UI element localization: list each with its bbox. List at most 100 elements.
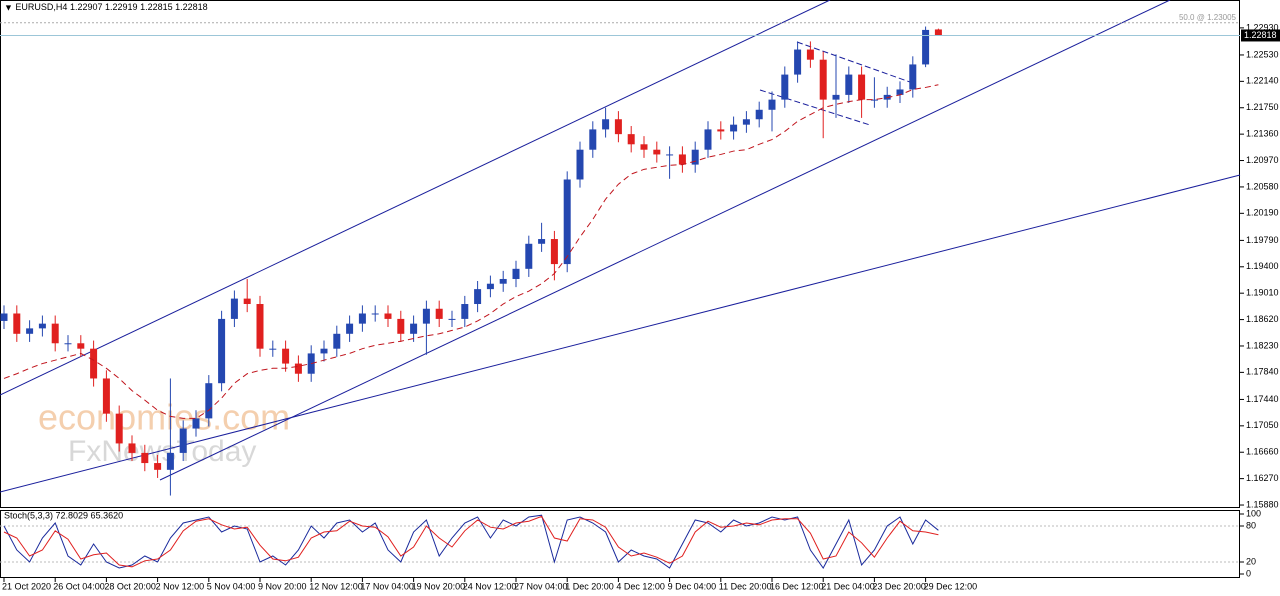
- x-tick-label: 12 Nov 12:00: [309, 581, 363, 591]
- x-tick-label: 24 Nov 12:00: [463, 581, 517, 591]
- y-tick-label: 1.18620: [1246, 314, 1279, 324]
- candle-body: [819, 59, 827, 100]
- candle-body: [282, 348, 290, 364]
- candle-body: [563, 179, 571, 265]
- stoch-line: [3, 515, 939, 568]
- candle-body: [384, 313, 392, 319]
- candle-body: [461, 304, 469, 319]
- candle-body: [781, 74, 789, 100]
- y-tick-label: 1.16270: [1246, 473, 1279, 483]
- flag-line: [759, 89, 871, 126]
- candle-body: [0, 313, 8, 321]
- x-tick-label: 28 Oct 20:00: [104, 581, 156, 591]
- candle-body: [806, 49, 814, 60]
- candle-body: [371, 313, 379, 315]
- candle-body: [870, 99, 878, 101]
- candle-body: [422, 308, 430, 324]
- candle-body: [435, 308, 443, 319]
- candle-body: [909, 64, 917, 90]
- candle-body: [486, 283, 494, 290]
- y-tick-label: 1.19790: [1246, 235, 1279, 245]
- x-tick-label: 9 Dec 04:00: [668, 581, 717, 591]
- price-label: 1.22818: [1244, 30, 1277, 40]
- candle-body: [179, 428, 187, 453]
- candle-body: [858, 74, 866, 100]
- candle-body: [346, 323, 354, 334]
- candle-body: [589, 129, 597, 150]
- channel-line: [0, 0, 831, 396]
- candle-body: [717, 129, 725, 132]
- y-tick-label: 1.17050: [1246, 420, 1279, 430]
- candle-body: [38, 323, 46, 329]
- x-tick-label: 21 Dec 04:00: [821, 581, 875, 591]
- candle-body: [320, 348, 328, 354]
- main-panel: [0, 0, 1240, 508]
- candle-body: [755, 109, 763, 120]
- x-tick-label: 17 Nov 04:00: [360, 581, 414, 591]
- y-tick-label: 1.20580: [1246, 181, 1279, 191]
- candle-body: [115, 413, 123, 444]
- x-tick-label: 5 Nov 04:00: [207, 581, 256, 591]
- header-close: 1.22818: [175, 2, 208, 12]
- watermark-text: FxNewsToday: [68, 435, 256, 468]
- flag-line: [796, 41, 911, 83]
- x-tick-label: 29 Dec 12:00: [924, 581, 978, 591]
- x-tick-label: 16 Dec 12:00: [770, 581, 824, 591]
- candle-body: [13, 313, 21, 334]
- x-tick-label: 9 Nov 20:00: [258, 581, 307, 591]
- candle-body: [205, 383, 213, 419]
- y-tick-label: 1.15880: [1246, 499, 1279, 509]
- candle-body: [410, 323, 418, 334]
- candle-body: [832, 94, 840, 100]
- candle-body: [51, 323, 59, 344]
- y-tick-label: 0: [1246, 568, 1251, 578]
- trend-line: [0, 174, 1241, 493]
- x-tick-label: 1 Dec 20:00: [565, 581, 614, 591]
- channel-line: [159, 0, 1171, 481]
- symbol-title: ▼ EURUSD,H4 1.22907 1.22919 1.22815 1.22…: [4, 2, 208, 12]
- trend-lines: [0, 0, 1241, 493]
- candle-body: [154, 463, 162, 470]
- candle-body: [576, 149, 584, 180]
- y-tick-label: 1.19010: [1246, 288, 1279, 298]
- y-tick-label: 20: [1246, 556, 1256, 566]
- y-tick-label: 1.22930: [1246, 22, 1279, 32]
- watermark: economies.com FxNewsToday: [38, 397, 290, 468]
- candle-body: [934, 29, 942, 36]
- candle-body: [614, 119, 622, 135]
- price-label-box: [1241, 29, 1280, 42]
- candle-body: [64, 343, 72, 345]
- header-low: 1.22815: [140, 2, 173, 12]
- candle-body: [448, 318, 456, 320]
- stoch-panel: [0, 510, 1240, 578]
- y-tick-label: 1.18230: [1246, 340, 1279, 350]
- candle-body: [90, 348, 98, 379]
- y-tick-label: 1.17440: [1246, 394, 1279, 404]
- header-open: 1.22907: [70, 2, 103, 12]
- candle-body: [474, 289, 482, 305]
- candle-body: [730, 124, 738, 132]
- y-tick-label: 1.21750: [1246, 102, 1279, 112]
- candle-body: [192, 418, 200, 429]
- candle-body: [294, 363, 302, 374]
- x-tick-label: 21 Oct 2020: [2, 581, 51, 591]
- candle-body: [640, 144, 648, 150]
- candle-body: [627, 134, 635, 145]
- candle-body: [269, 348, 277, 350]
- candle-body: [691, 149, 699, 165]
- candle-body: [896, 89, 904, 95]
- candle-body: [141, 452, 149, 464]
- candle-body: [166, 452, 174, 470]
- x-tick-label: 26 Oct 04:00: [53, 581, 105, 591]
- candle-body: [922, 29, 930, 65]
- candle-body: [102, 378, 110, 414]
- y-tick-label: 1.20970: [1246, 155, 1279, 165]
- candle-body: [128, 443, 136, 453]
- candle-body: [666, 154, 674, 156]
- watermark-text: economies.com: [38, 397, 290, 438]
- candle-body: [397, 318, 405, 334]
- x-tick-label: 23 Dec 20:00: [872, 581, 926, 591]
- x-tick-label: 2 Nov 12:00: [156, 581, 205, 591]
